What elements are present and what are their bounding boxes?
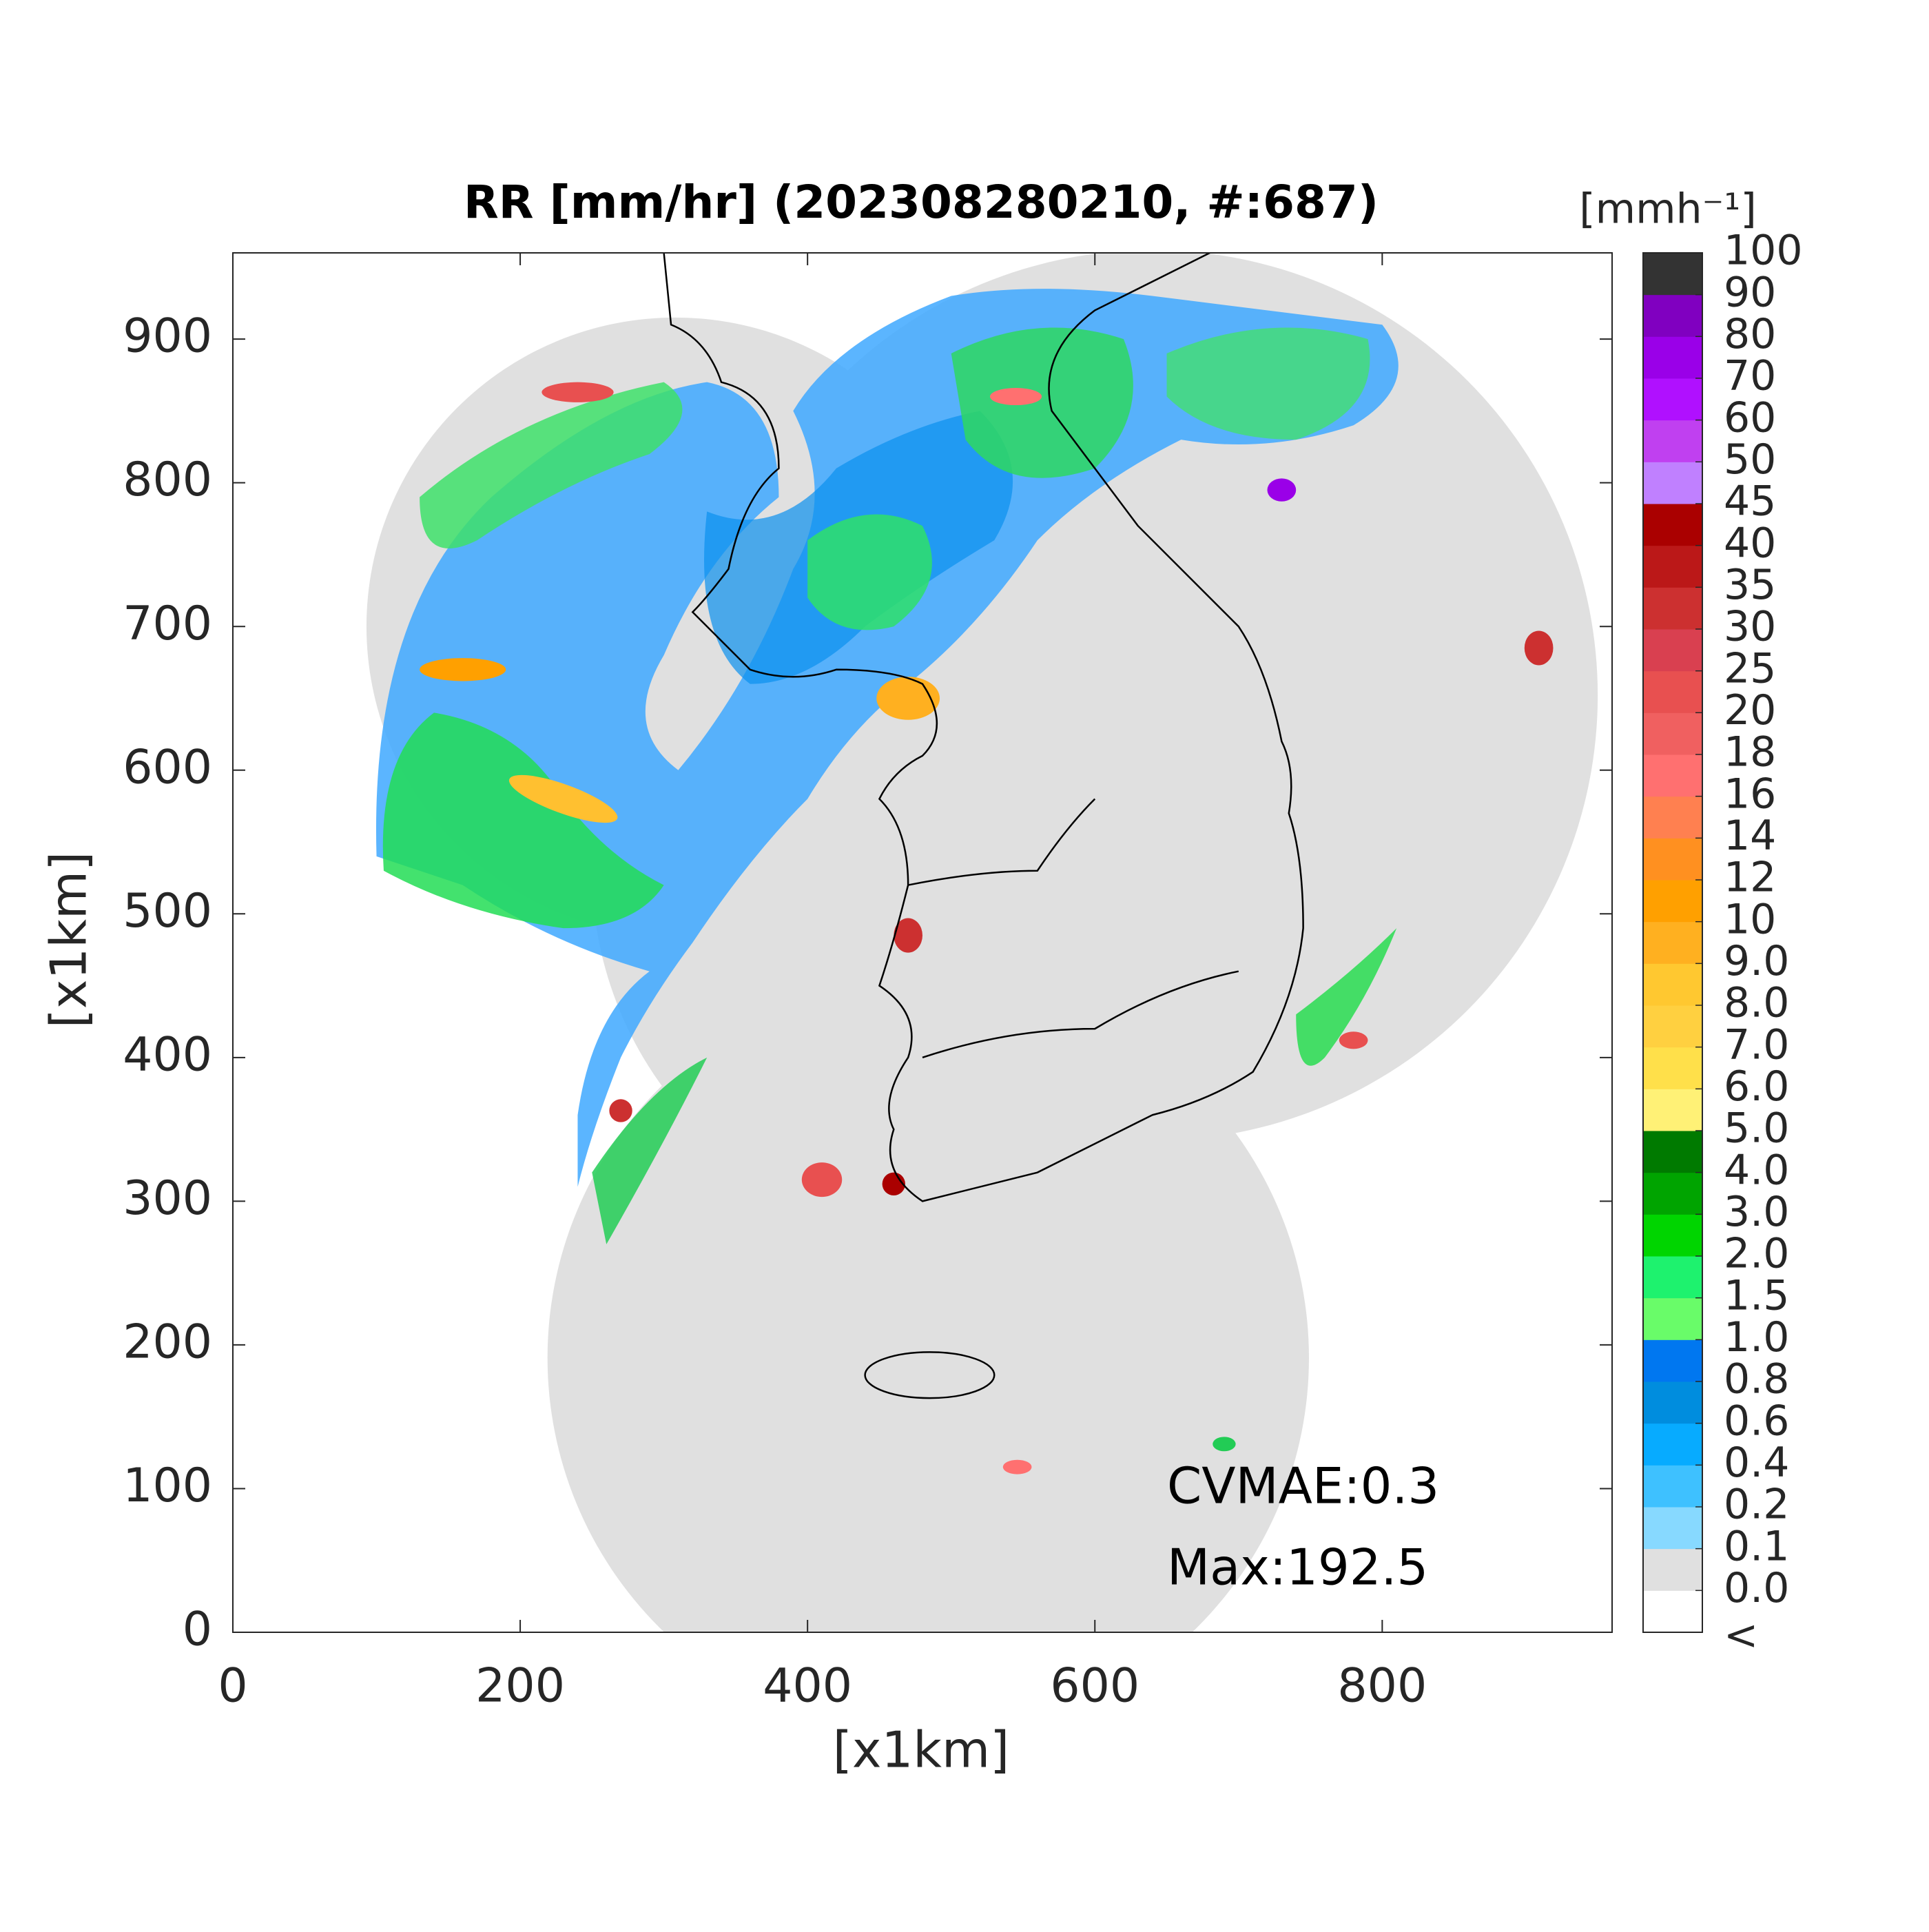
colorbar-box [1643,253,1702,296]
colorbar-box [1643,880,1702,923]
colorbar-tick-label: 6.0 [1724,1062,1789,1111]
y-tick-label: 500 [123,884,212,938]
colorbar-tick-label: 70 [1724,352,1776,400]
colorbar-tick-label: 8.0 [1724,979,1789,1027]
colorbar-tick-label: 3.0 [1724,1188,1789,1236]
colorbar-tick-label: 5.0 [1724,1104,1789,1153]
chart-title: RR [mm/hr] (202308280210, #:687) [464,176,1379,229]
colorbar-tick-label: 9.0 [1724,937,1789,985]
coastline [663,253,1304,1399]
y-tick-label: 400 [123,1027,212,1082]
colorbar-box [1643,921,1702,964]
y-tick-label: 100 [123,1459,212,1513]
colorbar-box [1643,1131,1702,1173]
x-tick-label: 400 [763,1659,852,1714]
colorbar-box [1643,294,1702,337]
colorbar-tick-label: 1.0 [1724,1313,1789,1361]
colorbar-box [1643,1172,1702,1215]
colorbar-tick-label: 0.0 [1724,1564,1789,1612]
colorbar-tick-label: 14 [1724,812,1776,860]
colorbar-box [1643,1256,1702,1299]
colorbar-box [1643,963,1702,1006]
colorbar-box [1643,336,1702,379]
colorbar-box [1643,1548,1702,1591]
colorbar-box [1643,504,1702,546]
x-axis-label: [x1km] [833,1721,1009,1779]
x-tick-label: 800 [1337,1659,1427,1714]
colorbar-tick-label: 16 [1724,770,1776,818]
x-tick-label: 0 [218,1659,247,1714]
colorbar-box [1643,420,1702,462]
colorbar-box [1643,754,1702,797]
annotation: CVMAE:0.3 [1167,1457,1439,1515]
y-tick-label: 600 [123,740,212,794]
colorbar-tick-label: 0.4 [1724,1439,1789,1487]
colorbar-tick-label: 50 [1724,435,1776,484]
annotation: Max:192.5 [1167,1539,1428,1596]
colorbar-box [1643,670,1702,713]
x-tick-label: 200 [475,1659,565,1714]
colorbar-box [1643,796,1702,839]
y-tick-label: 900 [123,309,212,364]
colorbar-tick-label: 0.6 [1724,1397,1789,1445]
plot-frame [232,252,1613,1633]
colorbar-under-label: < [1724,1612,1758,1660]
y-tick-label: 700 [123,597,212,651]
colorbar-box [1643,1297,1702,1340]
colorbar-box [1643,378,1702,421]
radar-coverage [366,253,1598,1632]
colorbar-tick-label: 30 [1724,603,1776,651]
colorbar-tick-label: 4.0 [1724,1146,1789,1194]
colorbar-tick-label: 25 [1724,644,1776,692]
colorbar-tick-label: 35 [1724,561,1776,609]
y-tick-label: 800 [123,453,212,507]
colorbar-box [1643,1047,1702,1089]
colorbar-box [1643,545,1702,588]
colorbar-box [1643,838,1702,881]
colorbar-tick-label: 40 [1724,519,1776,567]
colorbar-tick-label: 2.0 [1724,1230,1789,1278]
colorbar-tick-label: 0.2 [1724,1481,1789,1529]
colorbar-tick-label: 12 [1724,854,1776,902]
colorbar-box [1643,1214,1702,1257]
colorbar-tick-label: 20 [1724,686,1776,734]
colorbar-tick-label: 0.8 [1724,1355,1789,1404]
colorbar-tick-label: 7.0 [1724,1020,1789,1069]
radar-map [366,253,1598,1632]
colorbar-tick-label: 18 [1724,728,1776,777]
y-axis-label: [x1km] [40,852,98,1028]
y-tick-label: 300 [123,1171,212,1226]
colorbar-tick-label: 60 [1724,393,1776,442]
x-tick-label: 600 [1050,1659,1139,1714]
colorbar-box [1643,1507,1702,1550]
colorbar-tick-label: 80 [1724,310,1776,358]
colorbar-tick-label: 45 [1724,477,1776,526]
colorbar-tick-label: 10 [1724,895,1776,943]
colorbar-box [1643,587,1702,630]
colorbar-box [1643,1005,1702,1048]
colorbar-tick-label: 0.1 [1724,1522,1789,1570]
colorbar-box [1643,629,1702,672]
y-tick-label: 0 [183,1603,212,1657]
colorbar-box [1643,1339,1702,1382]
colorbar-tick-label: 1.5 [1724,1271,1789,1319]
y-tick-label: 200 [123,1315,212,1369]
colorbar-box [1643,462,1702,504]
colorbar-box [1643,1089,1702,1131]
colorbar-box [1643,712,1702,755]
colorbar-label: [mmh⁻¹] [1579,185,1756,234]
colorbar-box [1643,1423,1702,1466]
colorbar-tick-label: 100 [1724,227,1803,275]
colorbar-under [1643,1590,1702,1632]
colorbar-box [1643,1381,1702,1424]
colorbar-tick-label: 90 [1724,268,1776,316]
colorbar-frame [1642,252,1703,1633]
colorbar-box [1643,1465,1702,1508]
